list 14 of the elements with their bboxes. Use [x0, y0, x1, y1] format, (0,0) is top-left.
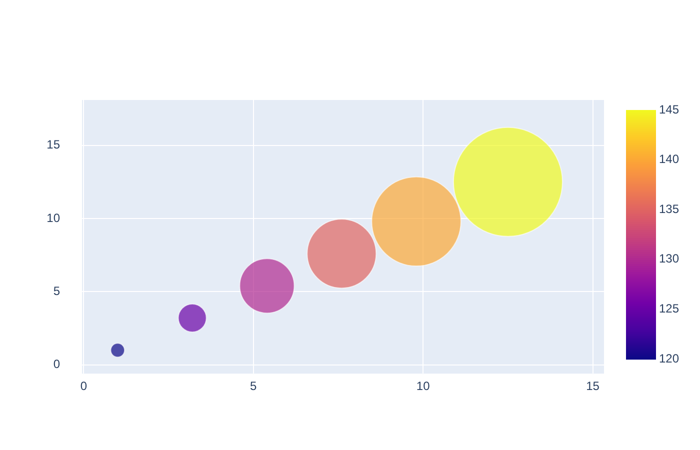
x-tick-label: 10 — [416, 379, 430, 394]
y-tick-label: 10 — [46, 210, 60, 225]
color-bar-label: 130 — [659, 252, 680, 266]
y-tick-label: 15 — [46, 138, 60, 152]
color-bar-label: 120 — [659, 351, 680, 366]
color-bar-label: 125 — [659, 302, 680, 316]
y-tick-label: 5 — [53, 284, 60, 298]
x-tick-label: 0 — [80, 379, 88, 394]
x-tick-label: 15 — [586, 379, 600, 394]
color-bar-label: 145 — [659, 102, 680, 116]
color-bar-label: 135 — [659, 202, 680, 216]
y-tick-label: 0 — [53, 357, 60, 372]
color-bar-label: 140 — [659, 152, 680, 166]
x-tick-label: 5 — [250, 379, 258, 394]
